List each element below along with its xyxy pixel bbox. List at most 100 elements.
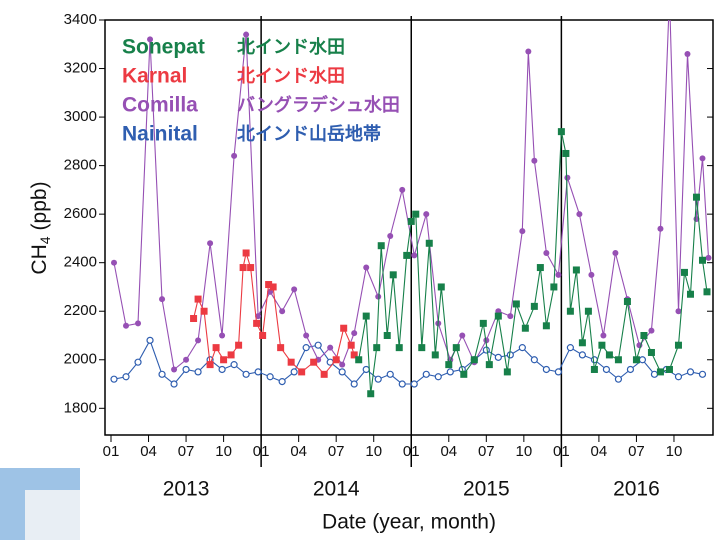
marker — [332, 356, 340, 364]
y-tick-label: 3000 — [64, 108, 97, 125]
marker — [494, 353, 502, 361]
marker — [680, 268, 688, 276]
marker — [647, 348, 655, 356]
marker — [460, 370, 468, 378]
marker — [600, 332, 607, 339]
x-tick-label: 10 — [516, 443, 533, 460]
marker — [403, 251, 411, 259]
marker — [686, 290, 694, 298]
marker — [623, 298, 631, 306]
marker — [362, 365, 370, 374]
y-label-unit: (ppb) — [28, 181, 51, 230]
marker — [452, 344, 460, 352]
marker — [134, 358, 142, 366]
marker — [227, 351, 235, 359]
marker — [518, 344, 526, 352]
year-label: 2016 — [613, 478, 660, 501]
marker — [572, 266, 580, 274]
series-karnal — [190, 249, 358, 378]
marker — [479, 319, 487, 327]
marker — [183, 356, 190, 363]
marker — [507, 313, 514, 320]
series-line — [113, 20, 710, 371]
marker — [675, 308, 682, 315]
marker — [555, 271, 562, 278]
marker — [170, 380, 178, 388]
marker — [207, 240, 214, 247]
marker — [423, 211, 430, 218]
marker — [503, 368, 511, 376]
marker — [110, 375, 118, 383]
marker — [692, 193, 700, 201]
marker — [684, 50, 691, 57]
marker — [158, 370, 166, 378]
marker — [302, 344, 310, 352]
marker — [657, 225, 664, 232]
marker — [614, 356, 622, 364]
marker — [195, 337, 202, 344]
y-tick-label: 3200 — [64, 60, 97, 77]
legend-description: 北インド水田 — [237, 36, 345, 57]
plot-frame — [104, 19, 714, 436]
marker — [253, 319, 261, 327]
marker — [387, 232, 394, 239]
marker — [550, 283, 558, 291]
x-axis-label: Date (year, month) — [322, 511, 496, 534]
marker — [705, 254, 712, 261]
marker — [459, 332, 466, 339]
marker — [530, 356, 538, 364]
y-tick-label: 1800 — [64, 399, 97, 416]
marker — [434, 373, 442, 381]
marker — [255, 313, 262, 320]
marker — [314, 341, 322, 349]
marker — [446, 368, 454, 376]
marker — [562, 149, 570, 157]
legend-name: Karnal — [122, 65, 187, 88]
marker — [632, 356, 640, 364]
marker — [339, 361, 346, 368]
marker — [665, 365, 673, 373]
y-tick-label: 2800 — [64, 157, 97, 174]
marker — [147, 36, 154, 43]
marker — [612, 249, 619, 256]
marker — [431, 351, 439, 359]
marker — [230, 361, 238, 369]
marker — [159, 296, 166, 303]
marker — [242, 249, 250, 257]
marker — [375, 293, 382, 300]
marker — [135, 320, 142, 327]
marker — [554, 368, 562, 376]
marker — [338, 368, 346, 376]
marker — [259, 331, 267, 339]
legend-name: Nainital — [122, 123, 198, 146]
y-tick-label: 2000 — [64, 351, 97, 368]
marker — [494, 312, 502, 320]
marker — [362, 312, 370, 320]
marker — [231, 152, 238, 159]
marker — [482, 346, 490, 354]
marker — [123, 322, 130, 329]
marker — [219, 332, 226, 339]
marker — [327, 344, 334, 351]
series-line — [193, 252, 355, 376]
x-tick-label: 07 — [328, 443, 345, 460]
x-tick-label: 04 — [290, 443, 307, 460]
marker — [412, 210, 420, 218]
legend-description: 北インド山岳地帯 — [237, 123, 381, 144]
y-tick-label: 2200 — [64, 302, 97, 319]
marker — [206, 361, 214, 369]
marker — [588, 271, 595, 278]
marker — [363, 264, 370, 271]
marker — [355, 356, 363, 364]
marker — [279, 308, 286, 315]
marker — [543, 249, 550, 256]
year-label: 2014 — [313, 478, 360, 501]
x-tick-label: 07 — [628, 443, 645, 460]
y-tick-label: 2400 — [64, 254, 97, 271]
marker — [445, 361, 453, 369]
marker — [194, 295, 202, 303]
y-tick-label: 3400 — [64, 11, 97, 28]
marker — [699, 155, 706, 162]
marker — [590, 365, 598, 373]
